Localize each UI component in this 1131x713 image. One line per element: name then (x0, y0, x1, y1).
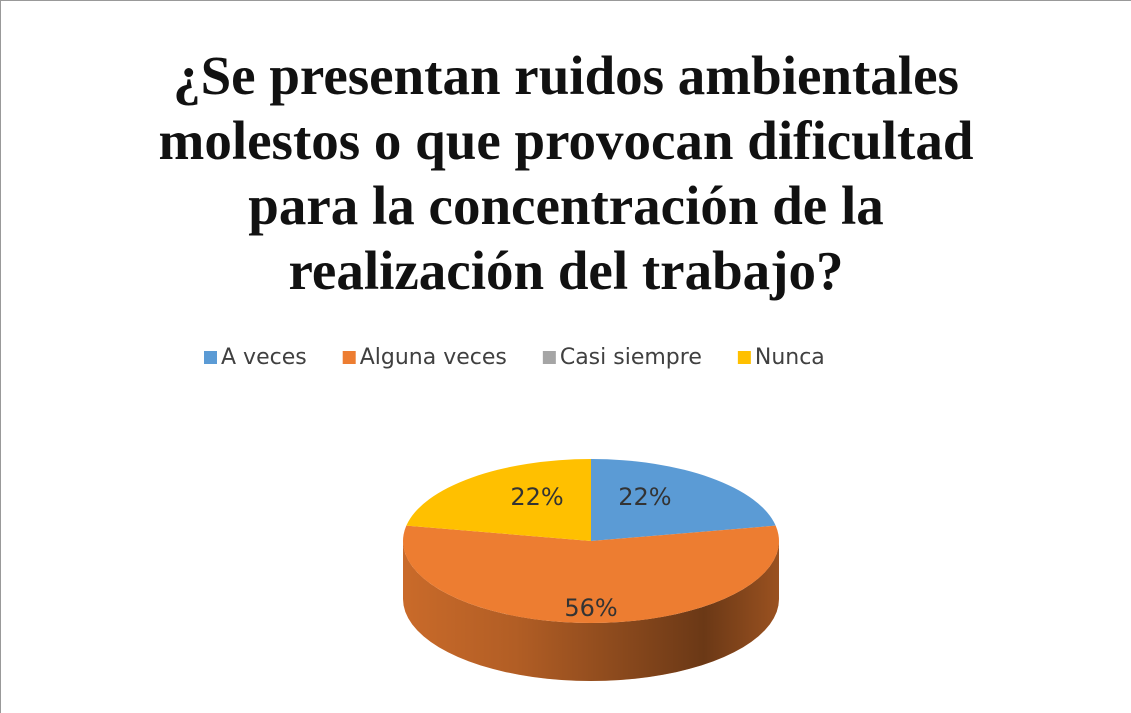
slice (591, 459, 776, 541)
data-label: 22% (510, 483, 563, 511)
chart-title: ¿Se presentan ruidos ambientales molesto… (158, 45, 974, 301)
legend-swatch (737, 351, 751, 364)
legend-label: Alguna veces (360, 345, 507, 370)
legend-label: A veces (221, 345, 307, 370)
legend-label: Nunca (755, 345, 825, 370)
legend-label: Casi siempre (560, 345, 702, 370)
data-label: 56% (564, 594, 617, 622)
data-label: 22% (618, 483, 671, 511)
legend-swatch (542, 351, 556, 364)
slice (402, 525, 779, 623)
slice-side-shade (403, 541, 779, 681)
legend-swatch (204, 351, 217, 364)
slice (406, 459, 591, 541)
legend-swatch (342, 351, 356, 364)
